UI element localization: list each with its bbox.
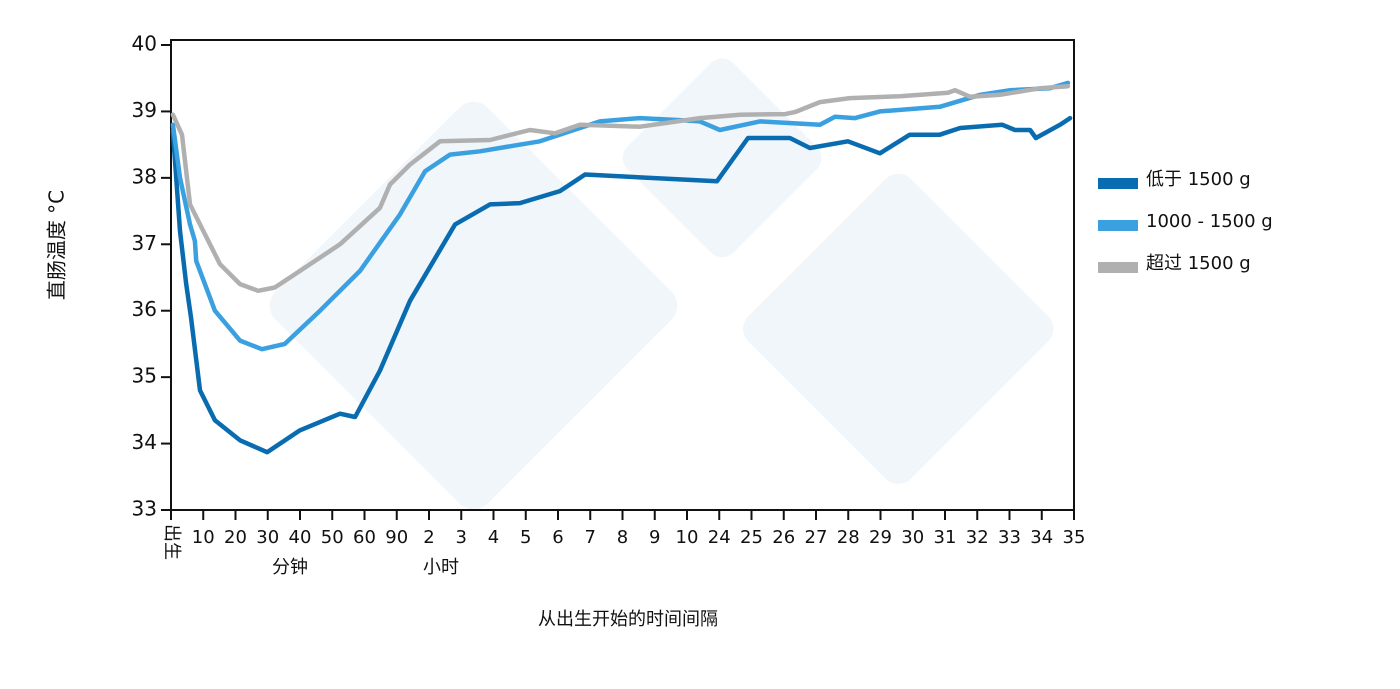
x-tick-label: 50 [321,527,344,548]
x-sublabel: 小时 [423,557,459,578]
x-tick-label: 60 [353,527,376,548]
x-tick-label: 2 [423,527,434,548]
x-tick-label: 31 [934,527,957,548]
series-line [170,83,1071,294]
y-tick-label: 33 [132,497,157,521]
legend-swatch [1098,178,1138,189]
x-tick-label: 29 [869,527,892,548]
x-sublabel: 分钟 [272,557,308,578]
x-tick-label: 9 [649,527,660,548]
x-tick-label: 20 [224,527,247,548]
x-tick-label: 25 [740,527,763,548]
x-tick-label: 26 [772,527,795,548]
series-line [170,115,1073,455]
x-tick-label: 40 [289,527,312,548]
y-tick-label: 38 [132,164,157,188]
x-tick-label: 32 [966,527,989,548]
x-tick-label: 90 [385,527,408,548]
x-tick-label: 4 [488,527,499,548]
y-tick-label: 35 [132,364,157,388]
x-axis-title: 从出生开始的时间间隔 [538,609,718,630]
x-tick-label: 30 [256,527,279,548]
x-tick-label: 27 [805,527,828,548]
x-tick-label: 10 [676,527,699,548]
x-tick-label: 33 [998,527,1021,548]
x-tick-label: 35 [1063,527,1086,548]
legend-label: 超过 1500 g [1146,253,1251,274]
x-tick-label: 34 [1030,527,1053,548]
series-line [170,80,1071,352]
x-tick-label: 6 [552,527,563,548]
watermark [269,58,1054,510]
legend-swatch [1098,262,1138,273]
x-tick-label: 8 [617,527,628,548]
y-tick-label: 34 [132,430,157,454]
x-tick-label: 28 [837,527,860,548]
y-tick-label: 37 [132,231,157,255]
x-tick-label: 24 [708,527,731,548]
y-axis-title: 直肠温度 °C [45,190,69,300]
y-tick-label: 39 [132,98,157,122]
x-tick-label: 10 [192,527,215,548]
x-tick-label: 3 [456,527,467,548]
legend-label: 低于 1500 g [1146,169,1251,190]
x-tick-label: 出生 [161,524,182,560]
x-tick-label: 7 [585,527,596,548]
legend-swatch [1098,220,1138,231]
y-tick-label: 40 [132,32,157,56]
x-tick-label: 5 [520,527,531,548]
y-tick-label: 36 [132,297,157,321]
legend-label: 1000 - 1500 g [1146,211,1273,232]
x-tick-label: 30 [901,527,924,548]
